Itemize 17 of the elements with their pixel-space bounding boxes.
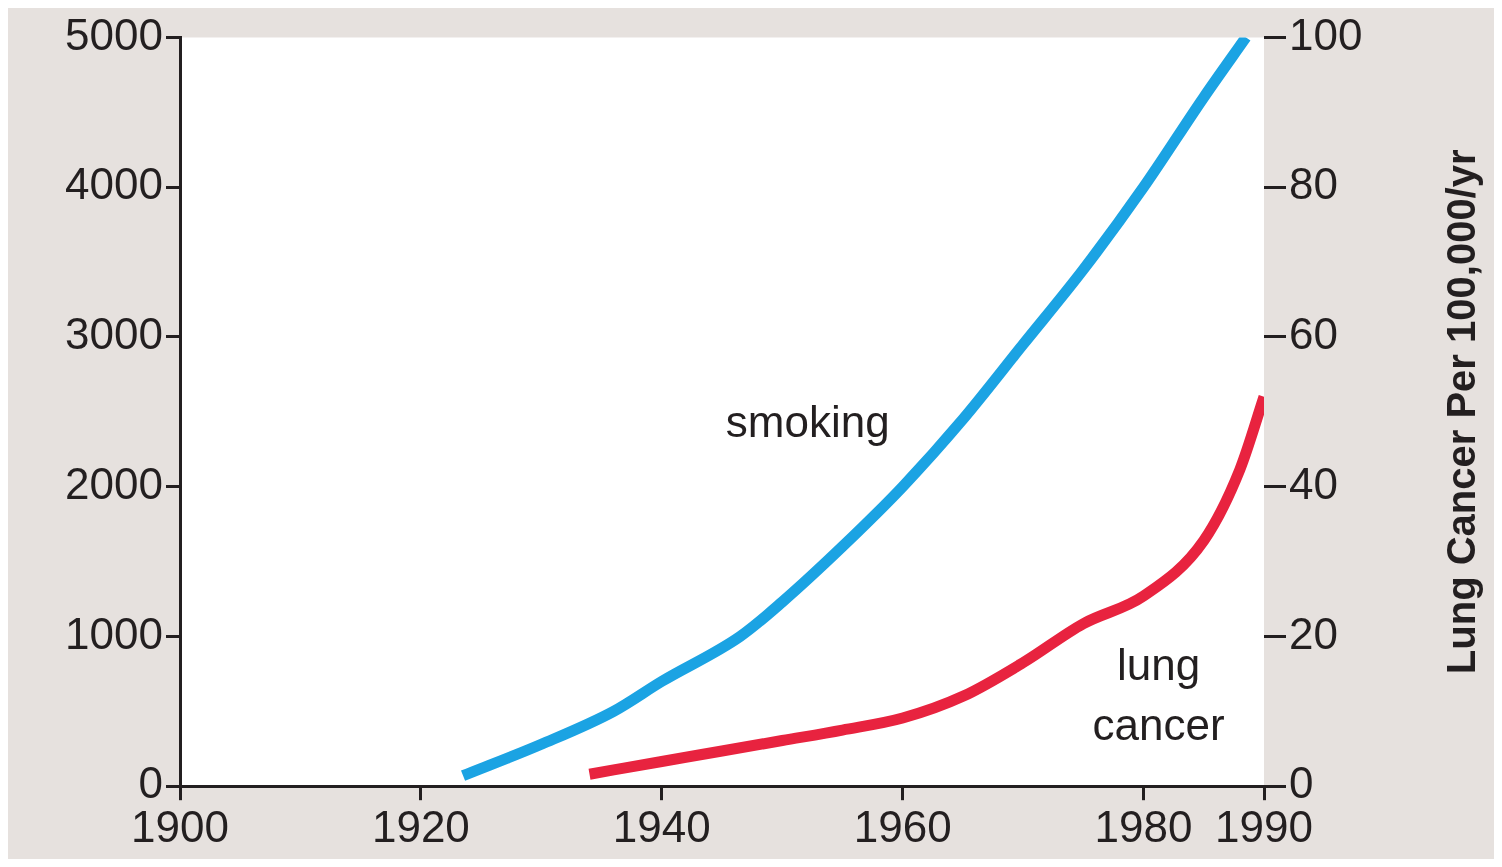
x-tick-label: 1920 [371,801,470,851]
y-tick-label: 1000 [65,608,163,658]
y2-tick-label: 80 [1289,159,1338,209]
y2-tick-label: 40 [1289,458,1338,508]
x-tick-label: 1960 [853,801,952,851]
y-tick-label: 5000 [65,9,163,59]
y2-tick-label: 20 [1289,608,1338,658]
series-label: lung cancer [1092,640,1225,750]
y2-axis-title: Lung Cancer Per 100,000/yr [1439,149,1484,675]
y-tick-label: 3000 [65,309,163,359]
y2-tick-label: 100 [1289,9,1363,59]
x-tick-label: 1940 [612,801,711,851]
y-tick-label: 2000 [65,458,163,508]
y-tick-label: 4000 [65,159,163,209]
series-label: smoking [725,396,890,446]
x-tick-label: 1980 [1094,801,1193,851]
y2-tick-label: 60 [1289,309,1338,359]
